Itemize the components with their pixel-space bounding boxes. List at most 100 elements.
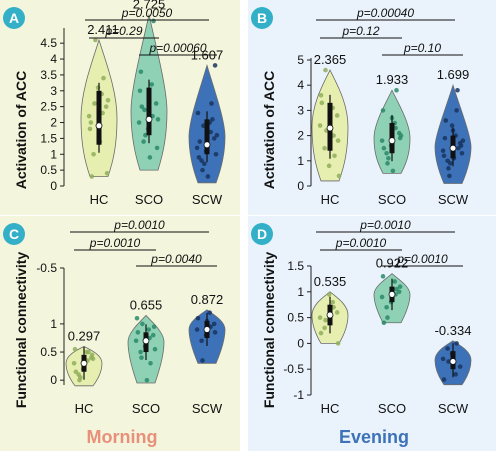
p-value-label: p=0.29 (104, 24, 142, 38)
y-tick-label: 1.5 (40, 131, 57, 145)
p-value-label: p=0.0010 (335, 236, 387, 250)
mean-value-label: 0.872 (191, 292, 224, 307)
data-point (195, 315, 201, 321)
p-value-label: p=0.0010 (113, 218, 165, 232)
data-point (194, 145, 200, 151)
data-point (334, 113, 340, 118)
mean-value-label: 2.365 (314, 52, 347, 67)
panel-badge-letter: C (9, 226, 19, 242)
data-point (379, 294, 385, 300)
x-tick-label: SCO (132, 401, 160, 416)
data-point (447, 173, 452, 179)
x-tick-label: SCW (192, 401, 223, 416)
data-point (93, 37, 98, 43)
y-tick-label: 2.5 (40, 100, 57, 114)
y-tick-label: 0 (297, 336, 304, 350)
x-tick-label: HC (75, 401, 94, 416)
p-value-label: p=0.0010 (89, 236, 141, 250)
data-point (194, 327, 200, 332)
x-tick-label: SCW (438, 192, 469, 207)
data-point (384, 150, 389, 156)
data-point (445, 346, 450, 351)
panel-badge-letter: D (257, 226, 267, 242)
data-point (150, 332, 156, 338)
y-tick-label: 0 (50, 179, 57, 193)
data-point (212, 63, 218, 68)
x-tick-label: SCW (192, 192, 223, 207)
data-point (323, 317, 328, 323)
data-point (86, 349, 91, 355)
data-point (154, 145, 160, 151)
data-point (385, 161, 390, 166)
data-point (446, 166, 451, 171)
y-tick-label: 2 (50, 116, 57, 130)
y-tick-label: 1 (50, 317, 57, 331)
median-marker (388, 137, 396, 145)
data-point (440, 148, 446, 154)
y-axis-label: Activation of ACC (13, 71, 29, 189)
data-point (212, 330, 218, 335)
p-value-label: p=0.00060 (148, 41, 206, 55)
mean-value-label: 1.699 (437, 67, 470, 82)
data-point (379, 138, 385, 143)
p-value-label: p=0.00040 (356, 6, 414, 20)
data-point (326, 292, 332, 297)
data-point (454, 108, 459, 113)
mean-value-label: 2.411 (87, 22, 119, 37)
data-point (446, 359, 451, 364)
data-point (205, 174, 211, 179)
x-tick-label: HC (90, 192, 109, 207)
data-point (89, 174, 95, 179)
y-axis-label: Functional connectivity (13, 252, 29, 409)
data-point (380, 108, 386, 113)
mean-value-label: 0.655 (130, 297, 163, 312)
data-point (199, 158, 204, 163)
y-tick-label: 0 (297, 179, 304, 193)
data-point (398, 133, 404, 138)
data-point (330, 299, 336, 305)
data-point (323, 67, 328, 73)
data-point (380, 274, 386, 279)
data-point (443, 118, 449, 123)
panel-badge-letter: A (9, 10, 19, 26)
data-point (440, 356, 446, 362)
data-point (459, 150, 465, 156)
data-point (441, 377, 447, 382)
data-point (322, 325, 327, 331)
y-tick-label: 2 (297, 129, 304, 143)
data-point (133, 338, 139, 344)
data-point (144, 377, 150, 383)
mean-value-label: 0.922 (376, 256, 409, 271)
data-point (457, 364, 463, 369)
data-point (332, 153, 337, 159)
data-point (73, 369, 79, 375)
x-tick-label: HC (321, 401, 340, 416)
y-tick-label: 0.5 (287, 311, 304, 325)
data-point (209, 101, 214, 106)
y-tick-label: 4 (297, 78, 304, 92)
data-point (91, 151, 96, 157)
x-tick-label: SCO (135, 192, 163, 207)
y-tick-label: 0 (50, 373, 57, 387)
data-point (455, 87, 460, 93)
p-value-label: p=0.0010 (396, 252, 448, 266)
panel-badge (251, 223, 273, 245)
data-point (151, 324, 157, 330)
median-marker (326, 311, 334, 319)
data-point (89, 352, 95, 358)
p-value-label: p=0.0040 (150, 252, 202, 266)
footer-morning-label: Morning (87, 427, 158, 447)
data-point (385, 315, 390, 320)
data-point (317, 315, 323, 320)
data-point (88, 120, 94, 125)
data-point (195, 110, 201, 116)
footer-evening-label: Evening (339, 427, 409, 447)
panel-badge (3, 223, 25, 245)
data-point (72, 346, 78, 352)
data-point (456, 145, 461, 151)
y-tick-label: -1 (293, 388, 304, 402)
x-tick-label: SCO (378, 401, 406, 416)
y-tick-label: 4.5 (40, 36, 57, 50)
median-marker (95, 122, 103, 130)
